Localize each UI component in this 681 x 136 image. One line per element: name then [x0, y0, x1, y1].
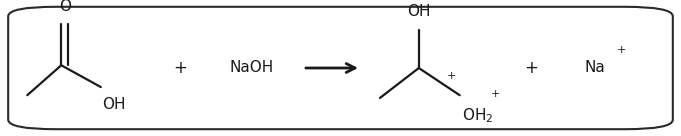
Text: +: +: [447, 71, 456, 81]
Text: OH: OH: [407, 4, 430, 19]
Text: +: +: [490, 89, 500, 99]
Text: O: O: [59, 0, 71, 14]
Text: +: +: [174, 59, 187, 77]
Text: NaOH: NaOH: [230, 61, 274, 75]
Text: OH$_2$: OH$_2$: [462, 106, 493, 125]
Text: +: +: [616, 45, 626, 55]
Text: OH: OH: [102, 97, 126, 112]
Text: +: +: [524, 59, 538, 77]
FancyBboxPatch shape: [8, 7, 673, 129]
Text: Na: Na: [584, 61, 605, 75]
